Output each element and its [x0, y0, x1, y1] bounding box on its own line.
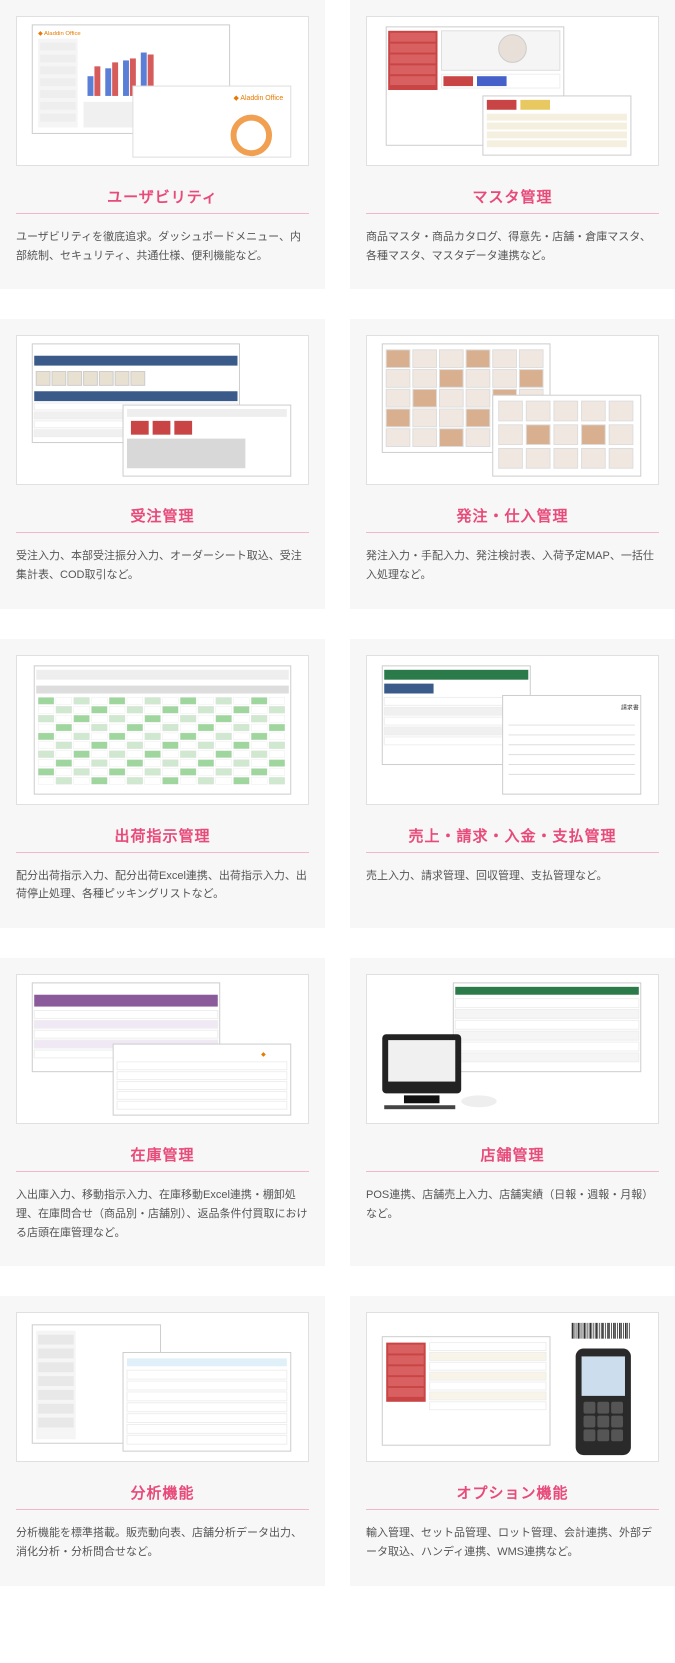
card-thumbnail: ◆	[16, 974, 309, 1124]
feature-card-shipping[interactable]: 出荷指示管理 配分出荷指示入力、配分出荷Excel連携、出荷指示入力、出荷停止処…	[0, 639, 325, 928]
card-description: 輸入管理、セット品管理、ロット管理、会計連携、外部データ取込、ハンディ連携、WM…	[366, 1524, 659, 1561]
feature-grid: ◆ Aladdin Office ◆ Aladdin Office ユーザビリテ…	[0, 0, 675, 1586]
card-thumbnail	[366, 16, 659, 166]
feature-card-store[interactable]: 店舗管理 POS連携、店舗売上入力、店舗実績（日報・週報・月報）など。	[350, 958, 675, 1266]
card-title: マスタ管理	[366, 186, 659, 207]
card-title: 分析機能	[16, 1482, 309, 1503]
card-thumbnail	[366, 974, 659, 1124]
card-title: 店舗管理	[366, 1144, 659, 1165]
card-description: 商品マスタ・商品カタログ、得意先・店舗・倉庫マスタ、各種マスタ、マスタデータ連携…	[366, 228, 659, 265]
title-underline	[366, 852, 659, 853]
feature-card-inventory[interactable]: ◆ 在庫管理 入出庫入力、移動指示入力、在庫移動Excel連携・棚卸処理、在庫問…	[0, 958, 325, 1266]
feature-card-purchase-mgmt[interactable]: 発注・仕入管理 発注入力・手配入力、発注検討表、入荷予定MAP、一括仕入処理など…	[350, 319, 675, 608]
feature-card-analytics[interactable]: 分析機能 分析機能を標準搭載。販売動向表、店舗分析データ出力、消化分析・分析問合…	[0, 1296, 325, 1585]
card-title: 発注・仕入管理	[366, 505, 659, 526]
title-underline	[16, 213, 309, 214]
card-title: 売上・請求・入金・支払管理	[366, 825, 659, 846]
card-thumbnail	[366, 1312, 659, 1462]
card-title: オプション機能	[366, 1482, 659, 1503]
svg-text:◆ Aladdin Office: ◆ Aladdin Office	[38, 31, 81, 37]
svg-text:◆: ◆	[261, 1052, 266, 1058]
feature-card-order-mgmt[interactable]: 受注管理 受注入力、本部受注振分入力、オーダーシート取込、受注集計表、COD取引…	[0, 319, 325, 608]
card-title: 在庫管理	[16, 1144, 309, 1165]
title-underline	[366, 1171, 659, 1172]
card-description: ユーザビリティを徹底追求。ダッシュボードメニュー、内部統制、セキュリティ、共通仕…	[16, 228, 309, 265]
card-thumbnail	[366, 335, 659, 485]
title-underline	[16, 532, 309, 533]
title-underline	[366, 213, 659, 214]
card-description: POS連携、店舗売上入力、店舗実績（日報・週報・月報）など。	[366, 1186, 659, 1223]
card-thumbnail: ◆ Aladdin Office ◆ Aladdin Office	[16, 16, 309, 166]
title-underline	[16, 1171, 309, 1172]
feature-card-option[interactable]: オプション機能 輸入管理、セット品管理、ロット管理、会計連携、外部データ取込、ハ…	[350, 1296, 675, 1585]
card-title: 受注管理	[16, 505, 309, 526]
title-underline	[16, 852, 309, 853]
card-title: 出荷指示管理	[16, 825, 309, 846]
card-description: 入出庫入力、移動指示入力、在庫移動Excel連携・棚卸処理、在庫問合せ（商品別・…	[16, 1186, 309, 1242]
card-thumbnail	[16, 1312, 309, 1462]
card-title: ユーザビリティ	[16, 186, 309, 207]
card-description: 受注入力、本部受注振分入力、オーダーシート取込、受注集計表、COD取引など。	[16, 547, 309, 584]
title-underline	[366, 532, 659, 533]
card-description: 売上入力、請求管理、回収管理、支払管理など。	[366, 867, 659, 886]
card-thumbnail	[16, 335, 309, 485]
title-underline	[16, 1509, 309, 1510]
svg-text:請求書: 請求書	[621, 703, 639, 711]
card-description: 分析機能を標準搭載。販売動向表、店舗分析データ出力、消化分析・分析問合せなど。	[16, 1524, 309, 1561]
card-thumbnail	[16, 655, 309, 805]
svg-text:◆ Aladdin Office: ◆ Aladdin Office	[234, 95, 284, 102]
card-description: 配分出荷指示入力、配分出荷Excel連携、出荷指示入力、出荷停止処理、各種ピッキ…	[16, 867, 309, 904]
feature-card-usability[interactable]: ◆ Aladdin Office ◆ Aladdin Office ユーザビリテ…	[0, 0, 325, 289]
feature-card-master[interactable]: マスタ管理 商品マスタ・商品カタログ、得意先・店舗・倉庫マスタ、各種マスタ、マス…	[350, 0, 675, 289]
feature-card-sales-billing[interactable]: 請求書 売上・請求・入金・支払管理 売上入力、請求管理、回収管理、支払管理など。	[350, 639, 675, 928]
card-thumbnail: 請求書	[366, 655, 659, 805]
title-underline	[366, 1509, 659, 1510]
card-description: 発注入力・手配入力、発注検討表、入荷予定MAP、一括仕入処理など。	[366, 547, 659, 584]
